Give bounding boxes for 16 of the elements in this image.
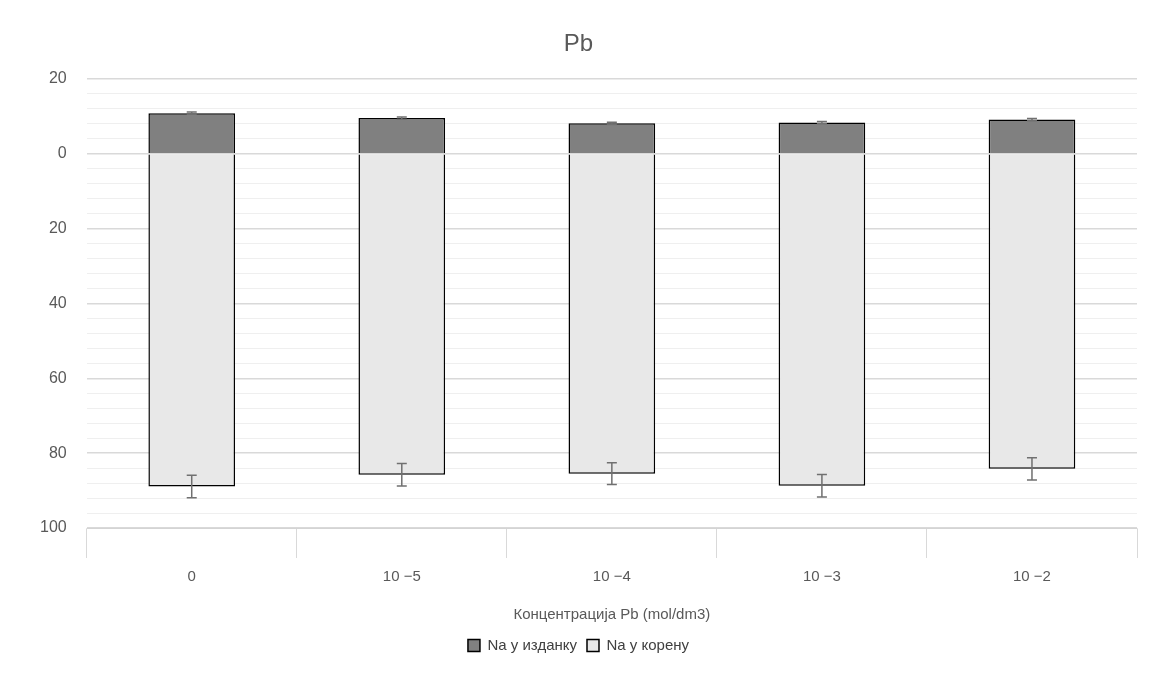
chart-title: Pb: [563, 29, 594, 57]
y-tick-label: 20: [48, 218, 67, 236]
y-tick-label: 40: [48, 293, 67, 311]
y-tick-label: 0: [57, 144, 67, 162]
x-tick-label: 0: [187, 567, 196, 585]
y-tick-label: 60: [48, 368, 67, 386]
x-tick-label: 10 −4: [592, 567, 631, 585]
legend-label: Na у изданку: [487, 635, 578, 653]
y-tick-label: 100: [39, 518, 67, 536]
x-tick-label: 10 −5: [382, 567, 421, 585]
x-tick-label: 10 −3: [802, 567, 841, 585]
x-axis-title: Концентрација Pb (mol/dm3): [513, 605, 711, 623]
y-tick-label: 20: [48, 69, 67, 87]
legend-label: Na у корену: [606, 635, 690, 653]
x-tick-label: 10 −2: [1012, 567, 1051, 585]
y-tick-label: 80: [48, 443, 67, 461]
